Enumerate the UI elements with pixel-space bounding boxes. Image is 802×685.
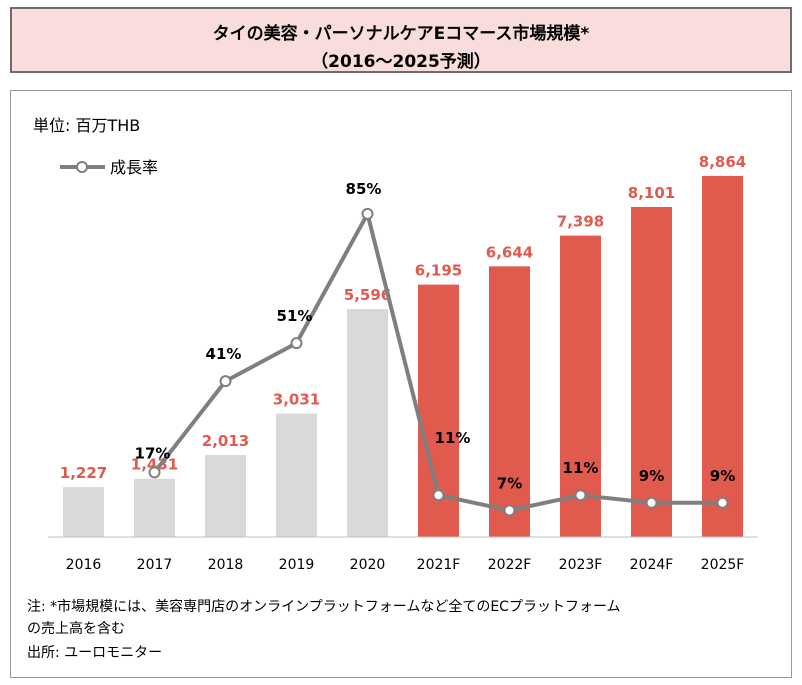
x-tick-2021F: 2021F [417, 557, 461, 573]
chart-title: タイの美容・パーソナルケアEコマース市場規模* [212, 24, 590, 44]
rate-point-2018 [219, 375, 232, 388]
bar-label-2022F: 6,644 [486, 243, 533, 261]
bar-2020 [347, 309, 388, 537]
x-tick-2019: 2019 [279, 557, 315, 573]
rate-label-2023F: 11% [563, 459, 599, 477]
rate-point-2023F [574, 489, 587, 502]
source-note: 出所: ユーロモニター [27, 645, 163, 661]
rate-label-2020: 85% [346, 180, 382, 198]
bar-label-2021F: 6,195 [415, 262, 462, 280]
chart-subtitle: （2016～2025予測） [311, 52, 491, 72]
bar-2023F [560, 235, 601, 537]
rate-point-2020 [361, 207, 374, 220]
rate-point-2017 [148, 466, 161, 479]
rate-label-2022F: 7% [497, 474, 522, 492]
legend-label: 成長率 [110, 158, 158, 177]
rate-point-2021F [432, 489, 445, 502]
x-tick-2020: 2020 [350, 557, 386, 573]
rate-label-2019: 51% [277, 307, 313, 325]
x-tick-2025F: 2025F [701, 557, 745, 573]
bar-2019 [276, 413, 317, 537]
rate-point-2025F [716, 496, 729, 509]
bar-label-2025F: 8,864 [699, 153, 746, 171]
footnote-line2: の売上高を含む [27, 621, 125, 637]
bar-2024F [631, 206, 672, 537]
rate-label-2021F: 11% [435, 429, 471, 447]
rate-label-2024F: 9% [639, 467, 664, 485]
x-tick-2016: 2016 [66, 557, 102, 573]
bar-label-2024F: 8,101 [628, 184, 675, 202]
rate-point-2019 [290, 337, 303, 350]
x-tick-2023F: 2023F [559, 557, 603, 573]
rate-point-2024F [645, 496, 658, 509]
bar-label-2020: 5,596 [344, 286, 391, 304]
bar-2025F [702, 175, 743, 537]
legend-marker [76, 161, 88, 173]
bar-2018 [205, 454, 246, 537]
x-tick-2018: 2018 [208, 557, 244, 573]
bar-2017 [134, 478, 175, 537]
bar-2016 [63, 487, 104, 537]
rate-point-2022F [503, 504, 516, 517]
bar-label-2023F: 7,398 [557, 213, 604, 231]
chart-title-box: タイの美容・パーソナルケアEコマース市場規模* （2016～2025予測） [10, 7, 792, 73]
bar-label-2018: 2,013 [202, 432, 249, 450]
bar-2022F [489, 266, 530, 537]
rate-label-2017: 17% [135, 444, 171, 462]
footnote-line1: 注: *市場規模には、美容専門店のオンラインプラットフォームなど全てのECプラッ… [27, 599, 621, 615]
x-tick-2024F: 2024F [630, 557, 674, 573]
x-tick-2022F: 2022F [488, 557, 532, 573]
bar-label-2019: 3,031 [273, 391, 320, 409]
rate-label-2018: 41% [206, 345, 242, 363]
bar-label-2016: 1,227 [60, 464, 107, 482]
x-tick-2017: 2017 [137, 557, 173, 573]
unit-label: 単位: 百万THB [33, 116, 140, 135]
rate-label-2025F: 9% [710, 467, 735, 485]
